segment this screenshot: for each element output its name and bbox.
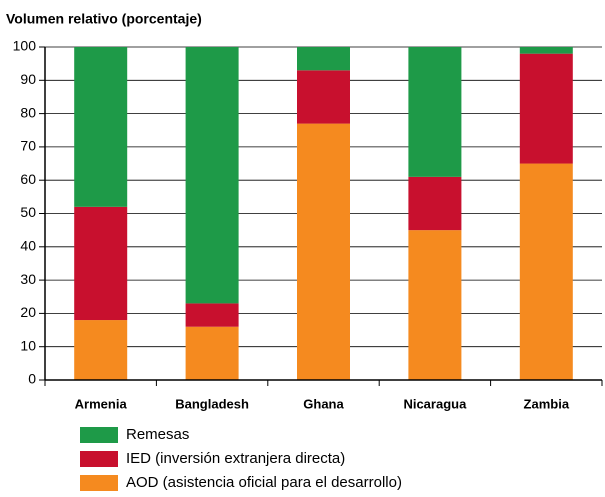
y-tick-label: 70 [20, 138, 36, 154]
x-tick-label: Zambia [524, 396, 570, 411]
bar-segment [408, 230, 462, 380]
legend-swatch [80, 475, 118, 491]
bar-segment [185, 303, 239, 327]
y-tick-label: 20 [20, 304, 36, 320]
y-tick-label: 10 [20, 337, 36, 353]
bar-segment [74, 320, 128, 380]
y-tick-label: 50 [20, 204, 36, 220]
x-tick-label: Nicaragua [403, 396, 467, 411]
bar-segment [408, 47, 462, 177]
y-tick-label: 90 [20, 71, 36, 87]
bar-segment [297, 123, 350, 380]
legend-label: Remesas [126, 426, 189, 443]
bar-segment [185, 47, 239, 304]
bar-segment [74, 47, 128, 207]
bar-segment [519, 53, 573, 164]
chart-title: Volumen relativo (porcentaje) [6, 11, 202, 27]
y-tick-label: 80 [20, 104, 36, 120]
y-tick-label: 100 [13, 38, 37, 54]
bar-segment [519, 47, 573, 54]
y-tick-label: 60 [20, 171, 36, 187]
bar-segment [297, 70, 350, 124]
x-tick-label: Ghana [303, 396, 344, 411]
y-tick-label: 0 [28, 371, 36, 387]
bar-segment [297, 47, 350, 71]
bar-segment [185, 326, 239, 380]
y-tick-label: 40 [20, 238, 36, 254]
legend-label: IED (inversión extranjera directa) [126, 450, 345, 467]
legend-swatch [80, 427, 118, 443]
bar-segment [74, 206, 128, 321]
legend-swatch [80, 451, 118, 467]
x-tick-label: Armenia [75, 396, 128, 411]
x-tick-label: Bangladesh [175, 396, 249, 411]
bar-segment [519, 163, 573, 380]
bar-segment [408, 176, 462, 231]
y-tick-label: 30 [20, 271, 36, 287]
legend-label: AOD (asistencia oficial para el desarrol… [126, 474, 402, 491]
